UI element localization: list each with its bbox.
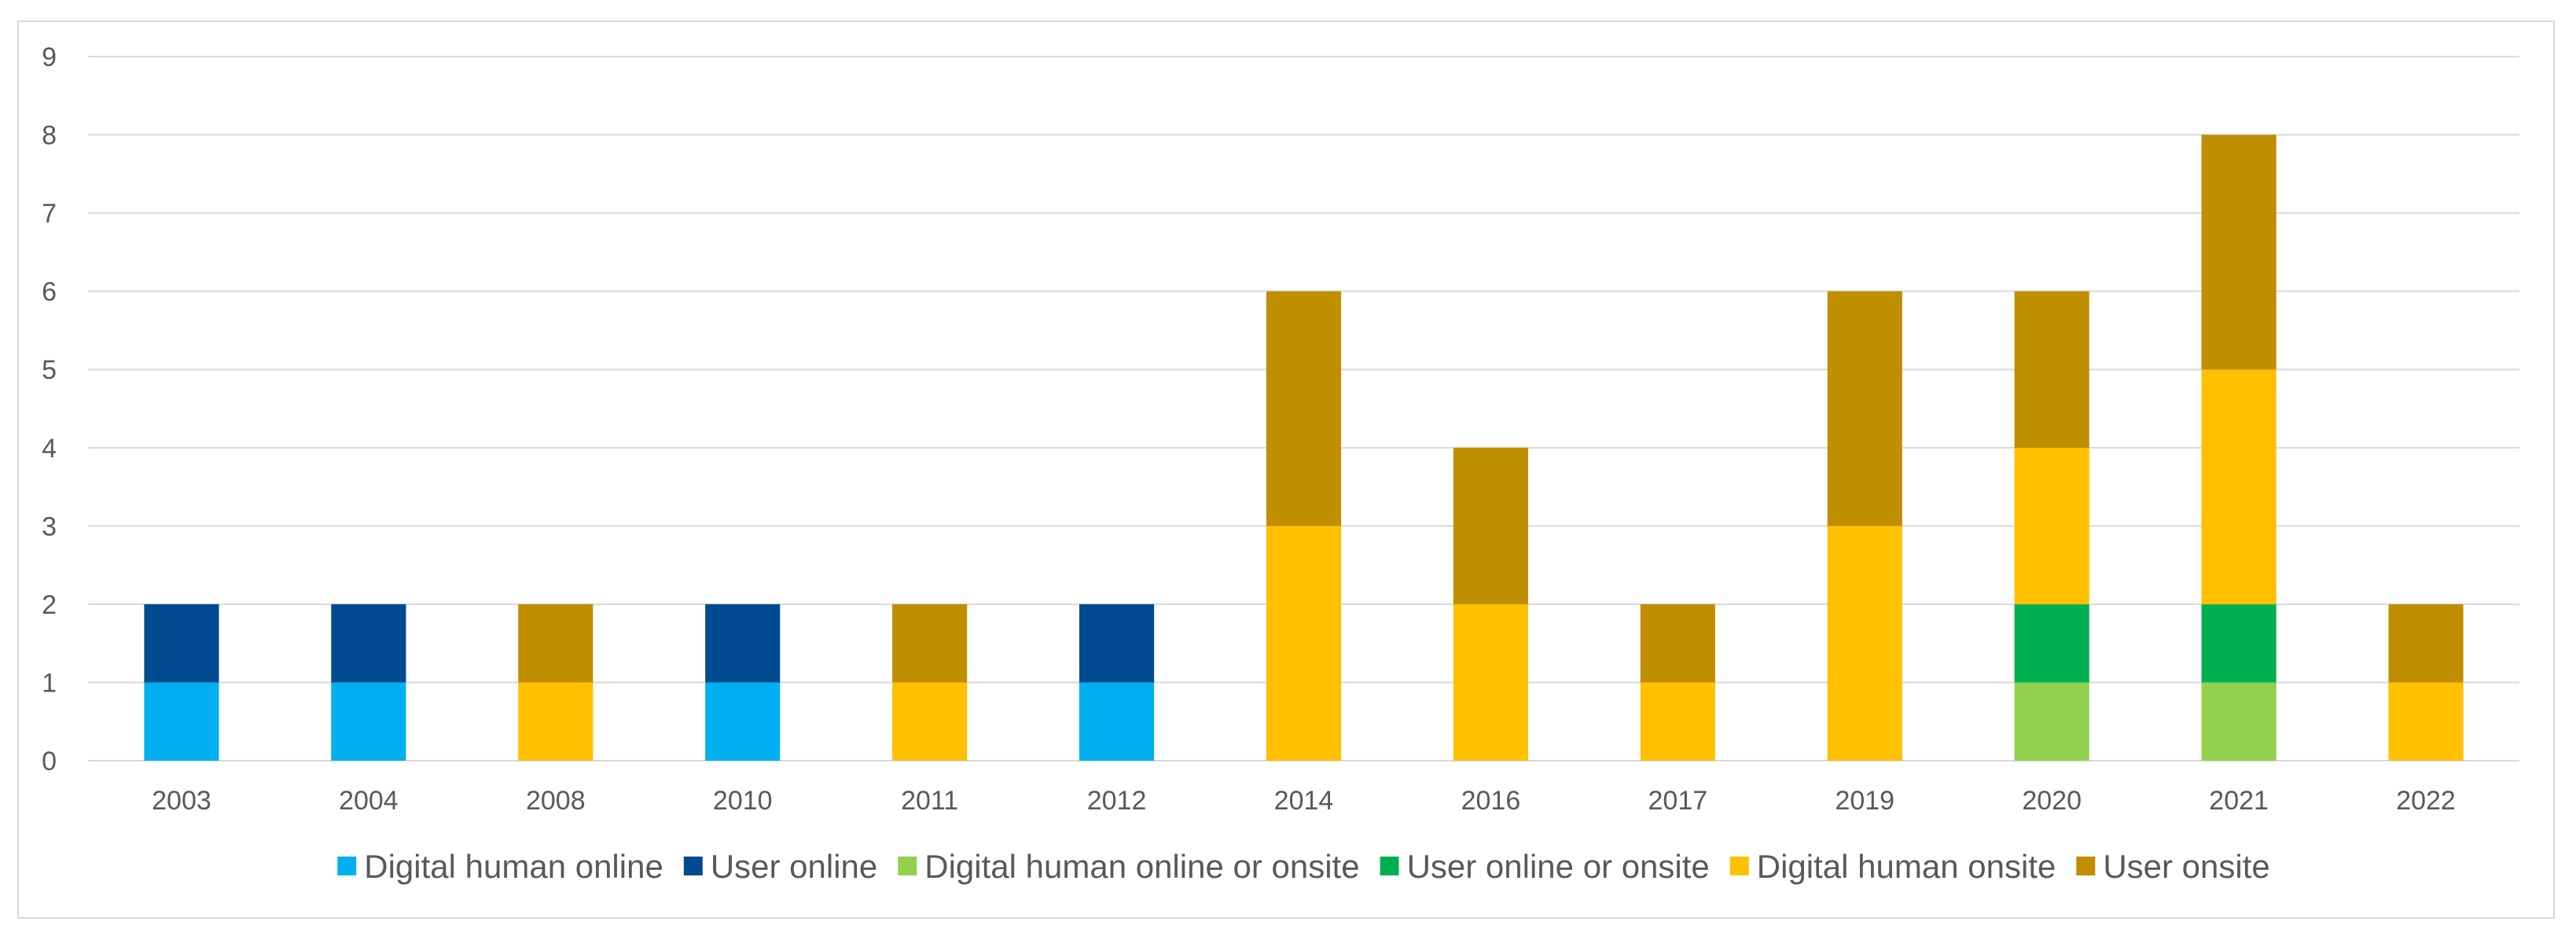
bar-segment: User online 2004: 1 xyxy=(331,604,406,683)
bar-segment: Digital human online 2012: 1 xyxy=(1079,682,1155,761)
y-tick-label: 9 xyxy=(42,42,57,72)
legend-item: Digital human online or onsite xyxy=(898,848,1360,885)
bar-segment: User online or onsite 2021: 1 xyxy=(2201,604,2277,683)
legend-item: User online xyxy=(683,848,877,885)
bar-segment: Digital human onsite 2017: 1 xyxy=(1640,682,1715,761)
x-tick-label: 2014 xyxy=(1274,786,1334,816)
bars: Digital human online 2003: 1User online … xyxy=(144,134,2464,761)
y-tick-label: 7 xyxy=(42,199,57,229)
bar-segment: Digital human onsite 2021: 3 xyxy=(2201,369,2277,604)
x-tick-label: 2012 xyxy=(1087,786,1147,816)
legend-item: Digital human online xyxy=(337,848,663,885)
x-tick-label: 2020 xyxy=(2022,786,2082,816)
bar-segment: Digital human onsite 2008: 1 xyxy=(518,682,593,761)
bar-segment: Digital human online 2003: 1 xyxy=(144,682,219,761)
x-tick-label: 2003 xyxy=(152,786,211,816)
bar-segment: User online or onsite 2020: 1 xyxy=(2014,604,2089,683)
legend-label: Digital human online xyxy=(364,848,663,885)
y-tick-label: 8 xyxy=(42,121,57,151)
legend-label: User onsite xyxy=(2103,848,2269,885)
gridlines xyxy=(88,56,2519,761)
legend-swatch xyxy=(898,857,917,875)
y-tick-label: 4 xyxy=(42,434,57,464)
bar-segment: User onsite 2011: 1 xyxy=(892,604,968,683)
x-tick-label: 2004 xyxy=(339,786,399,816)
bar-segment: User onsite 2021: 3 xyxy=(2201,134,2277,370)
bar-segment: Digital human online 2004: 1 xyxy=(331,682,406,761)
bar-segment: Digital human online or onsite 2021: 1 xyxy=(2201,682,2277,761)
bar-segment: Digital human onsite 2019: 3 xyxy=(1827,526,1902,761)
x-tick-label: 2016 xyxy=(1461,786,1521,816)
bar-segment: User onsite 2020: 2 xyxy=(2014,291,2089,448)
bar-segment: Digital human onsite 2020: 2 xyxy=(2014,447,2089,604)
legend-item: User online or onsite xyxy=(1380,848,1710,885)
bar-segment: User online 2010: 1 xyxy=(705,604,781,683)
legend-item: User onsite xyxy=(2076,848,2270,885)
legend-swatch xyxy=(2076,857,2096,875)
bar-segment: User onsite 2019: 3 xyxy=(1827,291,1902,527)
legend-item: Digital human onsite xyxy=(1729,848,2056,885)
legend-swatch xyxy=(337,857,357,875)
y-tick-label: 1 xyxy=(42,668,57,698)
x-tick-label: 2022 xyxy=(2396,786,2456,816)
legend: Digital human online User online Digital h… xyxy=(337,848,2270,885)
legend-label: User online or onsite xyxy=(1407,848,1710,885)
bar-segment: Digital human online 2010: 1 xyxy=(705,682,781,761)
bar-segment: Digital human onsite 2014: 3 xyxy=(1266,526,1342,761)
bar-segment: User onsite 2017: 1 xyxy=(1640,604,1715,683)
bar-segment: Digital human onsite 2011: 1 xyxy=(892,682,968,761)
y-tick-label: 3 xyxy=(42,512,57,541)
x-tick-label: 2011 xyxy=(901,786,958,816)
y-tick-label: 2 xyxy=(42,590,57,620)
bar-segment: User onsite 2022: 1 xyxy=(2388,604,2464,683)
bar-segment: User onsite 2014: 3 xyxy=(1266,291,1342,527)
legend-swatch xyxy=(683,857,703,875)
y-tick-label: 0 xyxy=(42,747,57,776)
bar-segment: Digital human onsite 2022: 1 xyxy=(2388,682,2464,761)
legend-label: Digital human onsite xyxy=(1757,848,2056,885)
bar-segment: User onsite 2016: 2 xyxy=(1453,447,1529,604)
x-tick-label: 2019 xyxy=(1835,786,1894,816)
x-tick-label: 2010 xyxy=(713,786,773,816)
bar-segment: User online 2012: 1 xyxy=(1079,604,1155,683)
x-tick-label: 2021 xyxy=(2209,786,2269,816)
legend-swatch xyxy=(1729,857,1749,875)
bar-segment: Digital human onsite 2016: 2 xyxy=(1453,604,1529,761)
legend-swatch xyxy=(1380,857,1399,875)
y-tick-label: 5 xyxy=(42,355,57,385)
legend-label: User online xyxy=(711,848,877,885)
axis-labels: 0 1 2 3 4 5 6 7 8 9 2003 2004 2008 2010 2011 2012 2014 20… xyxy=(42,42,2456,816)
bar-segment: User onsite 2008: 1 xyxy=(518,604,593,683)
x-tick-label: 2017 xyxy=(1648,786,1708,816)
y-tick-label: 6 xyxy=(42,277,57,307)
bar-segment: User online 2003: 1 xyxy=(144,604,219,683)
bar-segment: Digital human online or onsite 2020: 1 xyxy=(2014,682,2089,761)
x-tick-label: 2008 xyxy=(526,786,586,816)
legend-label: Digital human online or onsite xyxy=(924,848,1359,885)
